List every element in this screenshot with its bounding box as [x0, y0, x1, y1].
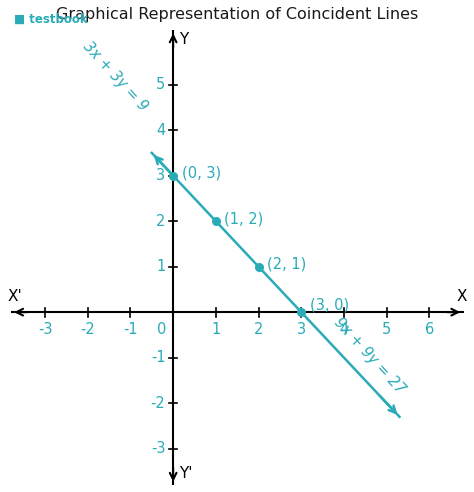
- Title: Graphical Representation of Coincident Lines: Graphical Representation of Coincident L…: [56, 7, 419, 22]
- Text: 6: 6: [425, 322, 434, 337]
- Text: ■ testbook: ■ testbook: [14, 12, 88, 25]
- Text: 5: 5: [382, 322, 392, 337]
- Text: 1: 1: [211, 322, 220, 337]
- Text: 2: 2: [254, 322, 263, 337]
- Text: X: X: [456, 289, 467, 304]
- Text: 0: 0: [157, 322, 167, 337]
- Text: 5: 5: [156, 77, 165, 92]
- Text: -3: -3: [151, 441, 165, 456]
- Text: (0, 3): (0, 3): [182, 166, 221, 181]
- Text: (1, 2): (1, 2): [224, 212, 264, 226]
- Text: (2, 1): (2, 1): [267, 257, 306, 272]
- Text: 9x + 9y = 27: 9x + 9y = 27: [331, 314, 408, 397]
- Text: (3, 0): (3, 0): [310, 298, 349, 313]
- Text: -3: -3: [38, 322, 52, 337]
- Text: 2: 2: [156, 214, 165, 229]
- Text: -2: -2: [151, 396, 165, 411]
- Text: -2: -2: [81, 322, 95, 337]
- Text: 1: 1: [156, 259, 165, 274]
- Text: X': X': [8, 289, 22, 304]
- Text: Y: Y: [180, 32, 189, 47]
- Text: -1: -1: [123, 322, 138, 337]
- Text: 4: 4: [156, 123, 165, 138]
- Text: 4: 4: [339, 322, 348, 337]
- Text: 3x + 3y = 9: 3x + 3y = 9: [80, 39, 151, 114]
- Text: Y': Y': [180, 465, 193, 481]
- Text: 3: 3: [297, 322, 306, 337]
- Text: 3: 3: [156, 168, 165, 183]
- Text: -1: -1: [151, 350, 165, 365]
